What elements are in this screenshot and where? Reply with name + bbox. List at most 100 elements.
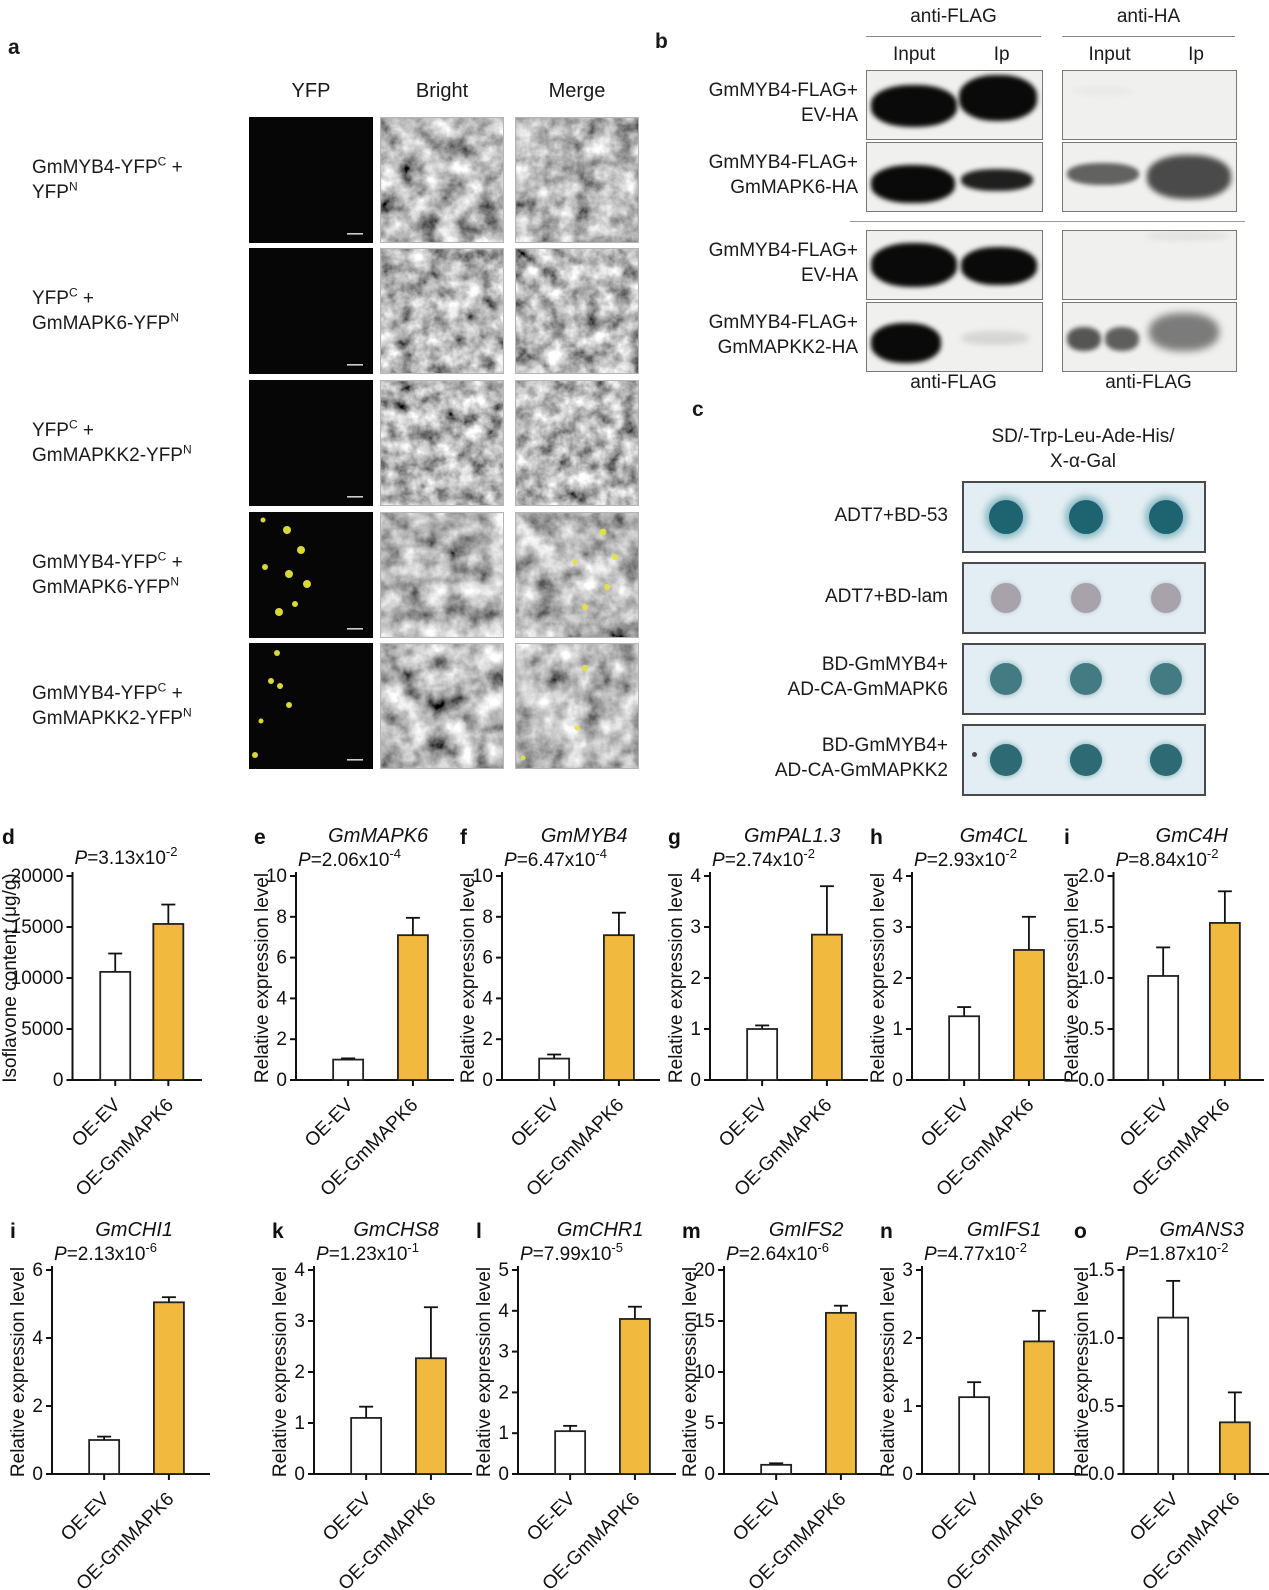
y-tick-label: 4 — [276, 988, 287, 1009]
micrograph-merge — [515, 643, 639, 774]
panel-a-col-header: Merge — [548, 80, 606, 102]
micrograph-yfp — [249, 117, 373, 248]
chart-panel-o-11: o GmANS3 P=1.87x10-2 Relative expression le… — [1072, 1212, 1269, 1590]
y-tick-label: 1.0 — [1088, 1328, 1114, 1349]
x-category-label: OE-EV — [715, 1094, 772, 1151]
bar-OE-GmMAPK6 — [397, 934, 429, 1081]
panel-b-row-label: GmMYB4-FLAG+ GmMAPKK2-HA — [708, 312, 858, 358]
panel-a-letter: a — [8, 36, 20, 59]
y-tick-label: 1 — [498, 1423, 509, 1444]
blot-band — [871, 165, 955, 203]
blot-separator — [850, 221, 1245, 222]
chart-title: GmMYB4 — [541, 825, 628, 847]
x-category-label: OE-EV — [729, 1488, 786, 1545]
yeast-spot — [1069, 500, 1103, 534]
y-tick-label: 0 — [704, 1464, 715, 1485]
chart-title: GmMAPK6 — [328, 825, 429, 847]
micrograph-bright — [380, 512, 504, 643]
micrograph-yfp — [249, 380, 373, 511]
blot-ha-row2 — [1062, 142, 1237, 212]
lane-header-row: Input Ip — [1062, 44, 1235, 66]
y-tick-label: 0 — [892, 1070, 903, 1091]
blot-band — [1147, 155, 1231, 199]
chart-title: GmCHR1 — [557, 1219, 644, 1241]
chart-pvalue: P=2.64x10-6 — [726, 1240, 829, 1265]
blot-ha-row4 — [1062, 302, 1237, 372]
blot-band — [1105, 327, 1139, 351]
blot-band — [959, 75, 1037, 121]
x-category-label: OE-EV — [301, 1094, 358, 1151]
yeast-plate-row2 — [962, 562, 1206, 634]
y-tick-label: 15 — [694, 1311, 715, 1332]
y-tick-label: 0 — [294, 1464, 305, 1485]
merge-signal-dot — [582, 665, 588, 671]
yfp-signal-dot — [292, 601, 298, 607]
y-tick-label: 1.5 — [1078, 917, 1104, 938]
chart-letter: n — [880, 1220, 893, 1243]
chart-letter: m — [682, 1220, 701, 1243]
panel-b-row-label: GmMYB4-FLAG+ GmMAPK6-HA — [708, 152, 858, 198]
y-tick-label: 2 — [892, 968, 903, 989]
bar-OE-EV — [88, 1439, 121, 1475]
y-tick-label: 1.5 — [1088, 1260, 1114, 1281]
chart-panel-m-9: m GmIFS2 P=2.64x10-6 Relative expression le… — [680, 1212, 888, 1590]
y-tick-label: 5000 — [21, 1019, 63, 1040]
yeast-spot — [1070, 744, 1102, 776]
antibody-group-header: anti-HA — [1116, 6, 1181, 27]
yeast-spot — [990, 744, 1022, 776]
yeast-spot — [1151, 583, 1181, 613]
y-tick-label: 0.5 — [1088, 1396, 1114, 1417]
bar-OE-EV — [746, 1028, 779, 1081]
y-tick-label: 15000 — [11, 917, 64, 938]
merge-signal-dot — [604, 584, 610, 590]
chart-panel-i-6: i GmCHI1 P=2.13x10-6 Relative expression le… — [8, 1212, 216, 1590]
chart-panel-k-7: k GmCHS8 P=1.23x10-1 Relative expression le… — [270, 1212, 478, 1590]
blot-band — [1073, 87, 1133, 95]
y-tick-label: 1 — [892, 1019, 903, 1040]
header-underline — [866, 36, 1041, 37]
panel-a-col-header: Bright — [415, 80, 469, 102]
bottom-antibody-label: anti-FLAG — [1105, 372, 1192, 393]
bar-OE-EV — [538, 1057, 571, 1081]
chart-title: GmIFS1 — [967, 1219, 1041, 1241]
panel-a-row-label: YFPC + GmMAPK6-YFPN — [32, 285, 179, 334]
chart-panel-g-3: g GmPAL1.3 P=2.74x10-2 Relative expression … — [666, 818, 874, 1201]
blot-band — [871, 323, 941, 363]
chart-pvalue: P=2.13x10-6 — [54, 1240, 157, 1265]
bar-OE-EV — [948, 1015, 981, 1081]
lane-header-input: Input — [892, 44, 936, 65]
blot-band — [1147, 231, 1227, 241]
micrograph-bright — [380, 380, 504, 511]
yfp-signal-dot — [260, 517, 266, 523]
chart-panel-n-10: n GmIFS1 P=4.77x10-2 Relative expression le… — [878, 1212, 1086, 1590]
yeast-plate-row1 — [962, 481, 1206, 553]
y-axis-label: Relative expression level — [1072, 1267, 1093, 1477]
yeast-spot — [990, 663, 1022, 695]
panel-a-row-label: GmMYB4-YFPC + GmMAPK6-YFPN — [32, 549, 183, 598]
y-tick-label: 2 — [32, 1396, 43, 1417]
micrograph-bright — [380, 248, 504, 379]
yfp-signal-dot — [274, 650, 280, 656]
yfp-signal-dot — [275, 608, 283, 616]
chart-letter: k — [272, 1220, 284, 1243]
x-category-label: OE-EV — [917, 1094, 974, 1151]
y-tick-label: 2 — [690, 968, 701, 989]
chart-letter: o — [1074, 1220, 1087, 1243]
panel-b-row-label: GmMYB4-FLAG+ EV-HA — [708, 80, 858, 126]
y-tick-label: 0 — [276, 1070, 287, 1091]
blot-band — [1067, 163, 1139, 185]
bar-OE-GmMAPK6 — [152, 923, 185, 1081]
bar-OE-EV — [99, 970, 132, 1081]
chart-pvalue: P=1.87x10-2 — [1126, 1240, 1229, 1265]
y-tick-label: 6 — [32, 1260, 43, 1281]
y-tick-label: 3 — [902, 1260, 913, 1281]
chart-panel-f-2: f GmMYB4 P=6.47x10-4 Relative expression le… — [458, 818, 666, 1201]
scale-bar — [347, 628, 363, 630]
panel-c-letter: c — [692, 398, 704, 421]
micrograph-merge — [515, 248, 639, 379]
blot-band — [1149, 313, 1219, 351]
yfp-signal-dot — [277, 683, 283, 689]
bar-OE-GmMAPK6 — [619, 1318, 651, 1475]
